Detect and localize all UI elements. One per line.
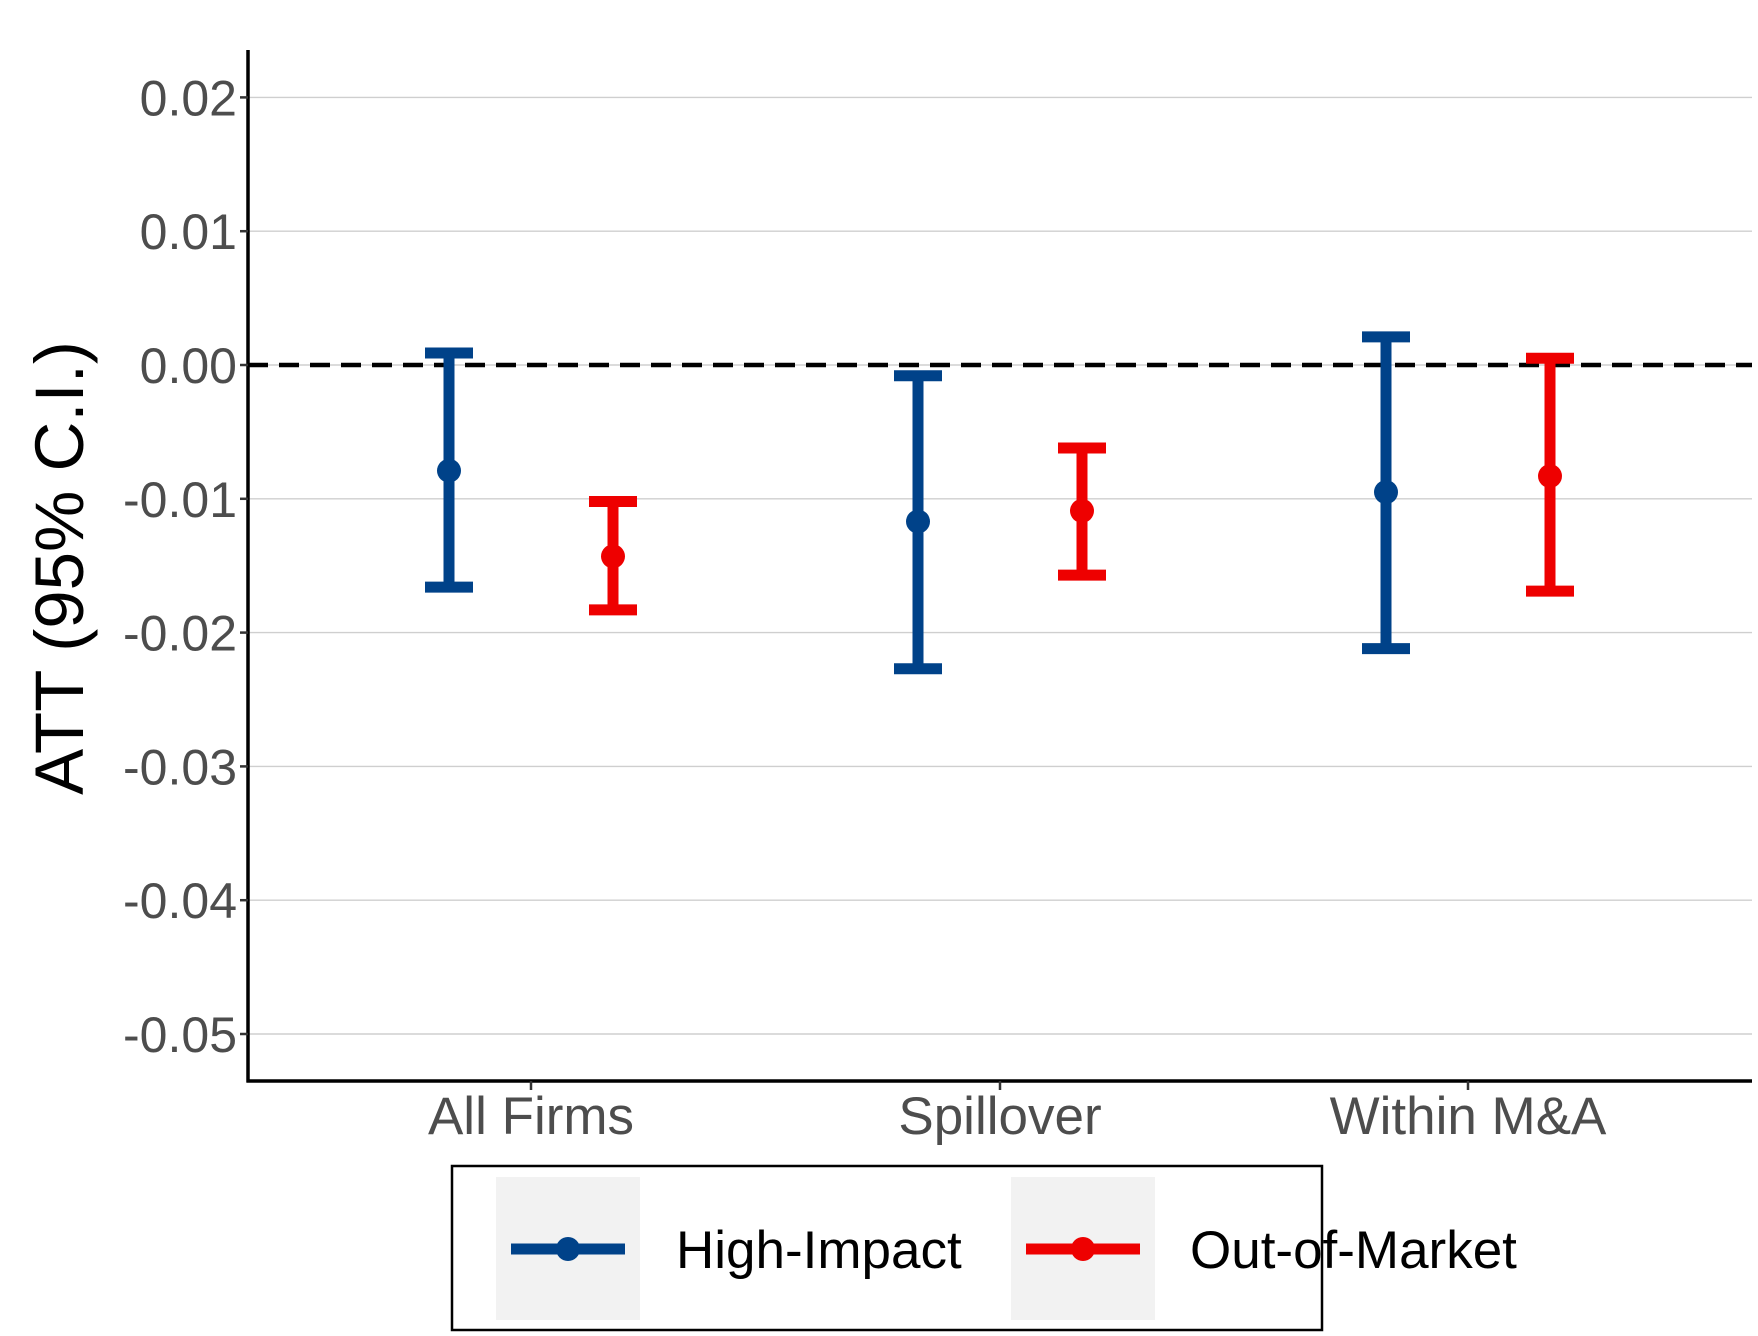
errorbar-high-impact-2 bbox=[1362, 331, 1410, 655]
y-tick-label: 0.01 bbox=[140, 204, 237, 260]
y-tick-label: -0.03 bbox=[123, 739, 237, 795]
axes bbox=[240, 50, 1752, 1090]
legend: High-Impact Out-of-Market bbox=[450, 1164, 1517, 1332]
y-tick-labels: -0.05 -0.04 -0.03 -0.02 -0.01 0.00 0.01 0.02 bbox=[123, 70, 237, 1063]
x-tick-labels: All Firms Spillover Within M&A bbox=[428, 1087, 1607, 1146]
legend-key-point bbox=[1071, 1237, 1095, 1261]
legend-item-out-of-market: Out-of-Market bbox=[1011, 1177, 1517, 1320]
legend-label: Out-of-Market bbox=[1190, 1221, 1517, 1280]
point-estimate bbox=[1538, 464, 1562, 489]
y-tick-label: -0.05 bbox=[123, 1007, 237, 1063]
legend-label: High-Impact bbox=[676, 1221, 962, 1280]
errorbar-out-of-market-0 bbox=[589, 495, 637, 616]
gridlines bbox=[248, 96, 1752, 1035]
errorbar-out-of-market-2 bbox=[1526, 352, 1574, 597]
y-axis-label: ATT (95% C.I.) bbox=[21, 341, 98, 795]
legend-item-high-impact: High-Impact bbox=[496, 1177, 962, 1320]
errorbar-high-impact-1 bbox=[894, 370, 942, 675]
y-tick-label: 0.02 bbox=[140, 70, 237, 126]
errorbar-high-impact-0 bbox=[425, 347, 473, 593]
errorbar-out-of-market-1 bbox=[1058, 442, 1106, 581]
y-tick-label: -0.01 bbox=[123, 472, 237, 528]
point-estimate bbox=[1374, 480, 1398, 505]
x-tick-label: Within M&A bbox=[1330, 1087, 1607, 1146]
y-tick-label: -0.02 bbox=[123, 606, 237, 662]
point-estimate bbox=[906, 509, 930, 534]
point-estimate bbox=[601, 544, 625, 569]
x-tick-label: Spillover bbox=[898, 1087, 1101, 1146]
legend-key-point bbox=[556, 1237, 580, 1261]
point-estimate bbox=[437, 458, 461, 483]
series-marks bbox=[425, 331, 1574, 675]
y-tick-label: 0.00 bbox=[140, 338, 237, 394]
point-estimate bbox=[1070, 498, 1094, 523]
y-tick-label: -0.04 bbox=[123, 873, 237, 929]
x-tick-label: All Firms bbox=[428, 1087, 634, 1146]
